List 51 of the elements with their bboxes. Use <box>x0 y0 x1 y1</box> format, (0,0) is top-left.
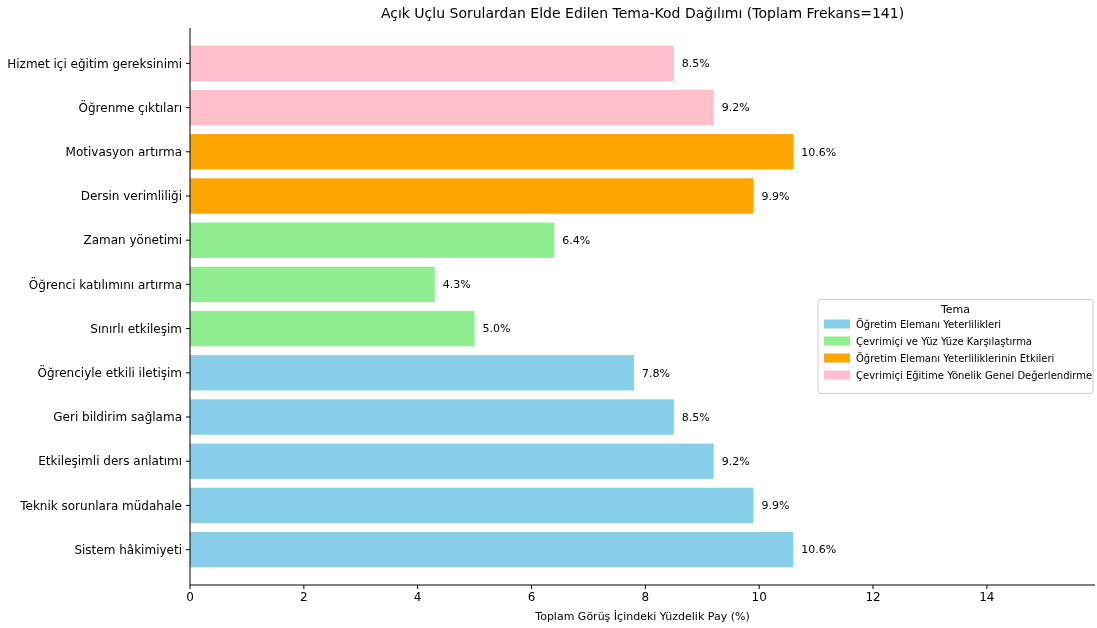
x-tick-label: 12 <box>865 590 881 604</box>
data-label: 8.5% <box>681 410 710 424</box>
data-label: 9.9% <box>761 499 790 513</box>
data-label: 10.6% <box>801 543 837 557</box>
y-tick-label: Geri bildirim sağlama <box>53 410 182 425</box>
legend-label: Çevrimiçi ve Yüz Yüze Karşılaştırma <box>856 336 1033 347</box>
bar <box>190 310 475 347</box>
y-tick-label: Öğrenciyle etkili iletişim <box>37 364 182 381</box>
y-tick-label: Teknik sorunlara müdahale <box>19 498 182 513</box>
y-tick-label: Sistem hâkimiyeti <box>74 542 182 557</box>
bar <box>190 531 794 568</box>
data-label: 8.5% <box>681 57 710 71</box>
data-label: 5.0% <box>482 322 511 336</box>
data-label: 7.8% <box>641 366 670 380</box>
data-label: 6.4% <box>562 234 591 248</box>
legend-title: Tema <box>939 302 971 316</box>
x-tick-label: 6 <box>527 590 536 604</box>
data-label: 10.6% <box>801 145 837 159</box>
x-tick-label: 0 <box>186 590 194 604</box>
bar <box>190 443 714 479</box>
y-tick-label: Hizmet içi eğitim gereksinimi <box>7 56 182 71</box>
y-tick-label: Etkileşimli ders anlatımı <box>38 454 182 469</box>
data-label: 9.2% <box>721 455 750 469</box>
x-tick-label: 10 <box>751 590 767 604</box>
bar <box>190 45 674 82</box>
bar <box>190 399 674 435</box>
bar <box>190 134 794 170</box>
bar <box>190 355 634 391</box>
x-tick-label: 4 <box>413 590 422 604</box>
data-label: 9.9% <box>761 189 790 203</box>
bar <box>190 89 714 126</box>
data-label: 9.2% <box>721 101 750 115</box>
x-tick-label: 14 <box>979 590 995 604</box>
bar <box>190 266 435 303</box>
x-tick-label: 8 <box>641 590 650 604</box>
legend-label: Öğretim Elemanı Yeterliliklerinin Etkileri <box>856 352 1055 364</box>
legend-label: Çevrimiçi Eğitime Yönelik Genel Değerlendirme <box>856 370 1093 381</box>
y-tick-label: Dersin verimliliği <box>80 189 182 204</box>
data-label: 4.3% <box>442 278 471 292</box>
y-tick-label: Sınırlı etkileşim <box>90 321 182 336</box>
x-tick-label: 2 <box>300 590 308 604</box>
y-tick-label: Öğrenme çıktıları <box>78 98 182 115</box>
chart-title: Açık Uçlu Sorulardan Elde Edilen Tema-Kod Dağılımı (Toplam Frekans=141) <box>380 5 905 21</box>
bar <box>190 178 754 214</box>
y-tick-label: Öğrenci katılımını artırma <box>28 275 182 292</box>
y-tick-label: Zaman yönetimi <box>83 233 182 248</box>
x-axis-title: Toplam Görüş İçindeki Yüzdelik Pay (%) <box>534 610 750 623</box>
y-tick-label: Motivasyon artırma <box>65 144 182 159</box>
bar <box>190 222 555 258</box>
bar <box>190 487 754 524</box>
legend-label: Öğretim Elemanı Yeterlilikleri <box>856 318 1002 330</box>
